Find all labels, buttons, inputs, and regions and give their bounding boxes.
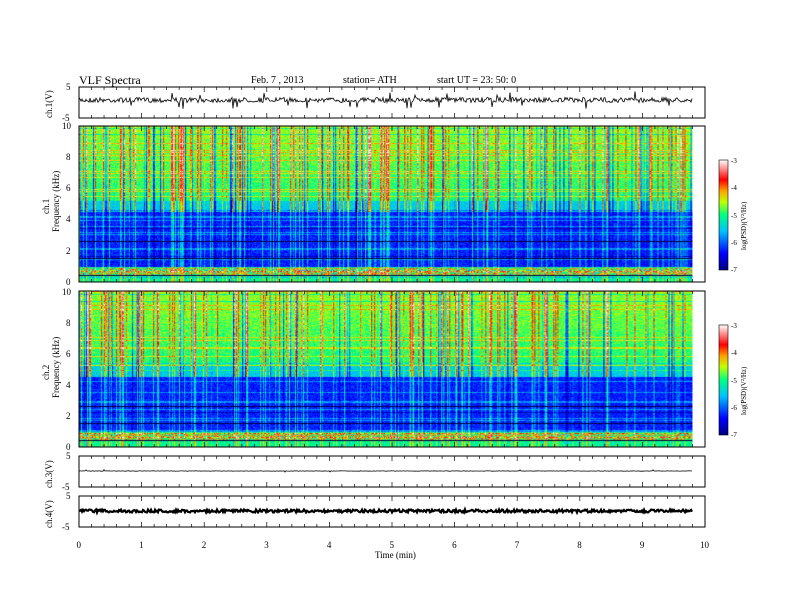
ch1-cb-tick-6: -6 (731, 239, 737, 247)
ch1-cb-tick-4: -4 (731, 184, 737, 192)
ch2-colorbar (718, 324, 729, 436)
ch3-ymax-label: 5 (66, 451, 71, 461)
x-tick-label-1: 1 (139, 540, 144, 550)
ch1-ytick-10: 10 (62, 121, 72, 131)
x-axis-label: Time (min) (375, 550, 416, 560)
ch3-ymin-label: -5 (62, 482, 70, 492)
ch1-cb-tick-3: -3 (731, 157, 737, 165)
x-tick-label-2: 2 (202, 540, 207, 550)
time-tick-marks (78, 87, 706, 527)
x-tick-label-5: 5 (390, 540, 395, 550)
ch1-cb-label: log(PSD)(V²/Hz) (740, 201, 748, 250)
header-station: station= ATH (343, 75, 397, 86)
ch2-spectrogram-image (79, 291, 693, 447)
ch4-waveform-panel: 5 -5 ch.4(V) (44, 491, 706, 532)
ch2-ytick-0: 0 (66, 442, 71, 452)
figure-title: VLF Spectra (79, 73, 141, 87)
ch3-wave-ylabel: ch.3(V) (44, 460, 54, 488)
x-tick-label-4: 4 (327, 540, 332, 550)
ch1-spectrogram-image (79, 126, 693, 282)
x-tick-label-7: 7 (515, 540, 520, 550)
ch2-ytick-10: 10 (62, 287, 72, 297)
ch2-ytick-8: 8 (66, 318, 71, 328)
ch1-cb-tick-7: -7 (731, 266, 737, 274)
ch1-ymin-label: -5 (62, 113, 70, 123)
ch4-ymin-label: -5 (62, 522, 70, 532)
ch2-spec-channel-label: ch.2 (41, 365, 51, 380)
ch1-spectrogram-panel: 0 2 4 6 8 10 ch.1 Frequency (kHz) -3 -4 … (41, 121, 748, 287)
ch2-ytick-2: 2 (66, 411, 71, 421)
ch2-cb-tick-6: -6 (731, 404, 737, 412)
ch2-ytick-6: 6 (66, 349, 71, 359)
ch4-ymax-label: 5 (66, 491, 71, 501)
ch1-ytick-0: 0 (66, 277, 71, 287)
ch1-ytick-8: 8 (66, 152, 71, 162)
ch2-cb-tick-5: -5 (731, 377, 737, 385)
x-tick-label-0: 0 (77, 540, 82, 550)
ch1-spec-ylabel: Frequency (kHz) (51, 171, 61, 232)
ch1-freq-ticks: 0 2 4 6 8 10 (62, 121, 72, 287)
ch1-wave-ylabel: ch.1(V) (44, 90, 54, 118)
header-start-time: start UT = 23: 50: 0 (437, 75, 516, 86)
ch1-cb-tick-5: -5 (731, 212, 737, 220)
ch2-cb-label: log(PSD)(V²/Hz) (740, 366, 748, 415)
ch1-trace (78, 91, 693, 109)
ch1-ymax-label: 5 (66, 82, 71, 92)
ch2-spec-ylabel: Frequency (kHz) (51, 337, 61, 398)
ch1-spec-channel-label: ch.1 (41, 199, 51, 214)
ch3-waveform-panel: 5 -5 ch.3(V) (44, 451, 706, 492)
ch4-trace (78, 506, 693, 516)
ch2-cb-tick-4: -4 (731, 349, 737, 357)
ch3-trace (78, 469, 693, 473)
x-tick-label-9: 9 (640, 540, 645, 550)
x-tick-label-6: 6 (452, 540, 457, 550)
x-tick-label-3: 3 (264, 540, 269, 550)
ch2-ytick-4: 4 (66, 380, 71, 390)
ch1-ytick-4: 4 (66, 214, 71, 224)
time-tick-labels: 0 1 2 3 4 5 6 7 8 9 10 (77, 540, 710, 550)
ch2-spectrogram-panel: 0 2 4 6 8 10 ch.2 Frequency (kHz) -3 -4 … (41, 287, 748, 452)
ch1-ytick-2: 2 (66, 246, 71, 256)
x-tick-label-8: 8 (577, 540, 582, 550)
header-date: Feb. 7 , 2013 (251, 75, 304, 86)
ch1-waveform-panel: 5 -5 ch.1(V) (44, 82, 706, 123)
ch1-colorbar (718, 159, 729, 271)
ch1-ytick-6: 6 (66, 183, 71, 193)
ch2-cb-tick-7: -7 (731, 431, 737, 439)
ch2-cb-tick-3: -3 (731, 322, 737, 330)
x-tick-label-10: 10 (700, 540, 710, 550)
ch4-wave-ylabel: ch.4(V) (44, 500, 54, 528)
